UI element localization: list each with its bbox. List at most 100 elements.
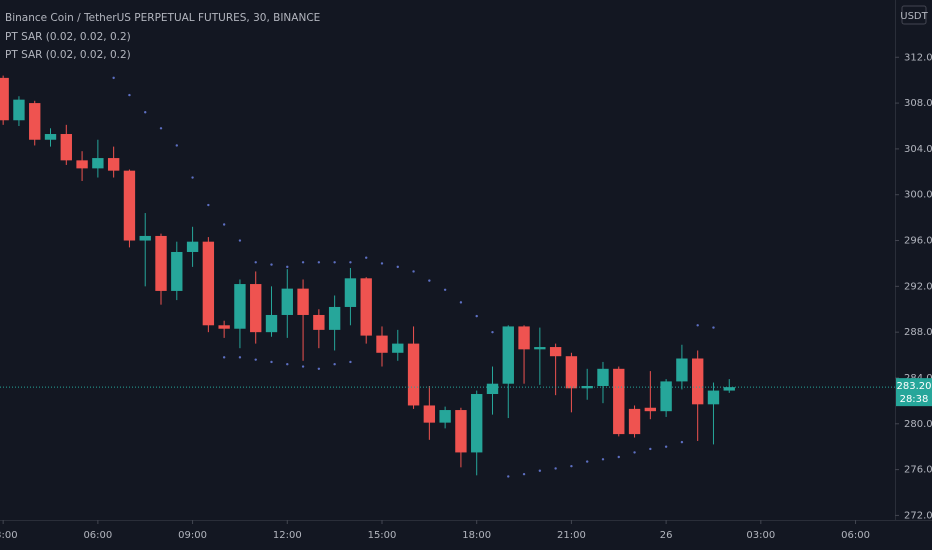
- chart-title: Binance Coin / TetherUS PERPETUAL FUTURE…: [5, 12, 320, 24]
- candle-body: [186, 241, 199, 252]
- x-tick-label: 09:00: [178, 530, 207, 541]
- candle-body: [218, 325, 230, 329]
- sar-dot: [128, 93, 131, 97]
- last-price-label: 283.20: [897, 381, 932, 392]
- currency-box[interactable]: [901, 5, 927, 25]
- candle-body: [297, 288, 309, 315]
- y-tick-label: 272.00: [904, 510, 932, 521]
- x-tick-label: 18:00: [462, 530, 491, 541]
- candle-body: [565, 356, 578, 389]
- sar-dot: [144, 111, 147, 114]
- candle-body: [534, 347, 546, 350]
- candle-body: [486, 383, 499, 395]
- x-tick-label: 03:00: [746, 530, 775, 541]
- candle-body: [13, 99, 25, 121]
- x-tick-label: 21:00: [557, 530, 586, 541]
- candle-body: [107, 158, 120, 171]
- candle-body: [344, 278, 357, 307]
- sar-dot: [286, 363, 289, 366]
- sar-dot: [207, 203, 210, 207]
- y-tick-label: 308.00: [904, 98, 932, 109]
- sar-dot: [443, 288, 447, 291]
- sar-dot: [570, 464, 573, 468]
- y-tick-label: 300.00: [904, 190, 932, 201]
- sar-dot: [175, 144, 178, 147]
- x-tick-label: 15:00: [368, 530, 397, 541]
- sar-dot: [554, 467, 557, 470]
- sar-dot: [270, 360, 273, 364]
- sar-dot: [317, 261, 321, 264]
- candle-body: [707, 390, 720, 405]
- sar-dot: [270, 263, 273, 266]
- sar-dot: [712, 326, 715, 329]
- candle-body: [692, 358, 704, 405]
- candle-body: [60, 134, 72, 161]
- sar-dot: [649, 447, 652, 451]
- candle-body: [328, 306, 341, 330]
- y-tick-label: 276.00: [904, 465, 932, 476]
- candle-body: [549, 347, 562, 357]
- candle-body: [392, 343, 404, 353]
- candle-body: [581, 385, 593, 389]
- y-tick-label: 312.00: [904, 52, 932, 63]
- sar-dot: [396, 265, 399, 269]
- candle-body: [44, 134, 57, 140]
- sar-dot: [349, 261, 352, 264]
- sar-dot: [522, 472, 526, 476]
- y-tick-label: 280.00: [904, 419, 932, 430]
- candle-body: [313, 314, 325, 330]
- candle-body: [139, 235, 151, 241]
- sar-dot: [349, 360, 352, 364]
- candle-body: [628, 408, 641, 435]
- sar-dot: [254, 358, 257, 361]
- candle-body: [471, 394, 483, 453]
- candle-body: [597, 368, 609, 386]
- sar-dot: [680, 440, 684, 444]
- sar-dot: [664, 445, 668, 448]
- x-tick-label: 26: [660, 530, 673, 541]
- sar-dot: [459, 301, 463, 304]
- candle-body: [502, 326, 514, 384]
- sar-dot: [112, 76, 115, 80]
- sar-dot: [601, 458, 605, 461]
- candle-body: [518, 326, 530, 350]
- sar-dot: [222, 356, 226, 359]
- sar-dot: [159, 127, 163, 130]
- candle-body: [723, 387, 735, 391]
- candle-body: [265, 314, 278, 333]
- candle-body: [281, 288, 293, 315]
- candle-body: [0, 77, 9, 121]
- candle-body: [439, 410, 451, 423]
- sar-dot: [254, 261, 257, 264]
- x-tick-label: 03:00: [0, 530, 18, 541]
- legend-entry[interactable]: PT SAR (0.02, 0.02, 0.2): [5, 31, 131, 43]
- y-tick-label: 296.00: [904, 236, 932, 247]
- sar-dot: [491, 330, 494, 334]
- candle-body: [613, 368, 625, 435]
- sar-dot: [238, 356, 242, 359]
- candle-body: [676, 358, 688, 382]
- x-tick-label: 12:00: [273, 530, 302, 541]
- candle-body: [234, 284, 246, 329]
- sar-dot: [333, 261, 336, 264]
- x-tick-label: 06:00: [83, 530, 112, 541]
- legend-entry[interactable]: PT SAR (0.02, 0.02, 0.2): [5, 49, 131, 61]
- candle-body: [644, 407, 657, 412]
- sar-dot: [301, 261, 305, 264]
- candle-body: [407, 343, 420, 406]
- sar-dot: [412, 270, 415, 273]
- candle-body: [92, 158, 104, 169]
- sar-dot: [222, 223, 226, 226]
- candle-body: [202, 241, 215, 326]
- candle-body: [171, 251, 183, 291]
- currency[interactable]: USDT: [900, 11, 928, 22]
- candle-body: [455, 410, 467, 453]
- sar-dot: [507, 475, 510, 478]
- candle-body: [660, 381, 672, 412]
- sar-dot: [333, 363, 336, 366]
- sar-dot: [633, 451, 636, 454]
- sar-dot: [286, 265, 289, 269]
- sar-dot: [538, 469, 542, 472]
